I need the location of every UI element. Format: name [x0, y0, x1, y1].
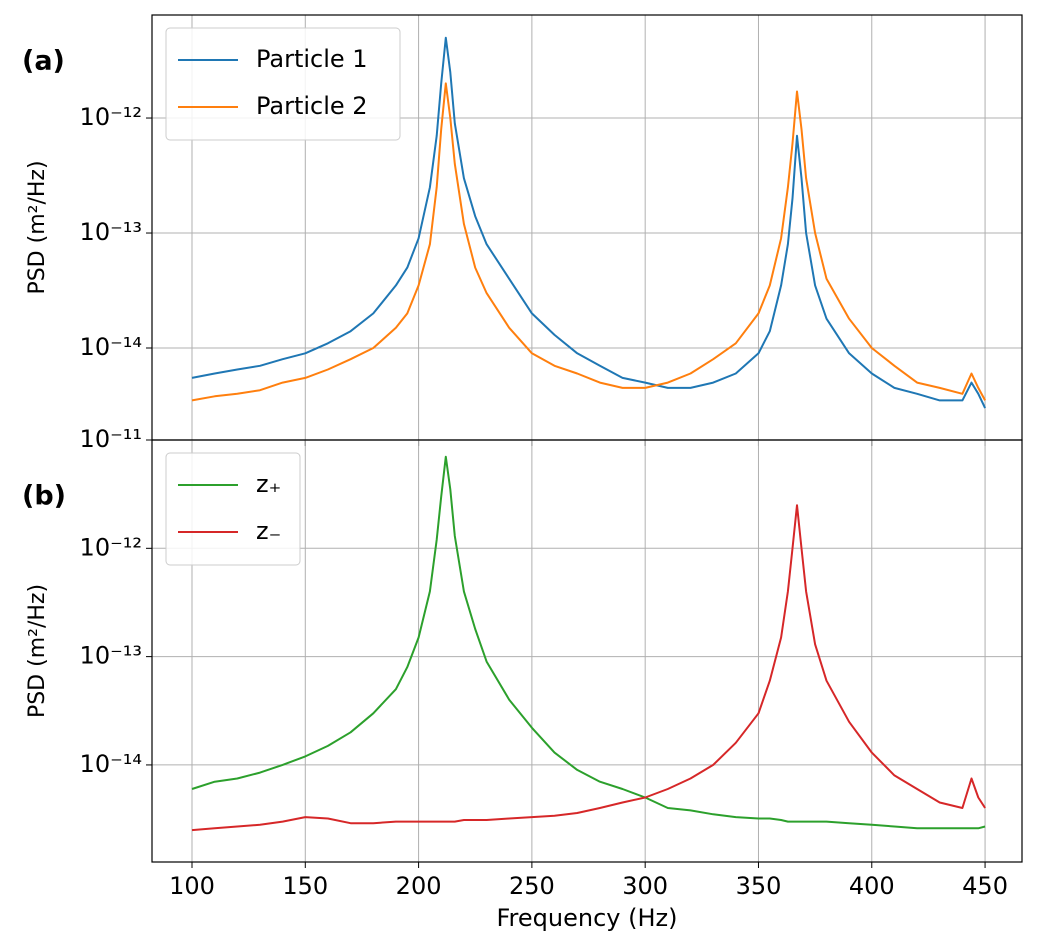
y-axis-label: PSD (m²/Hz) [25, 584, 50, 718]
y-tick-label: 10⁻¹³ [80, 218, 142, 246]
y-tick-label: 10⁻¹⁴ [80, 750, 142, 778]
series-line [191, 82, 986, 402]
x-axis-label: Frequency (Hz) [497, 904, 678, 932]
y-axis-label: PSD (m²/Hz) [25, 160, 50, 294]
x-tick-label: 100 [169, 872, 215, 900]
panel-label: (b) [22, 481, 66, 512]
y-tick-label: 10⁻¹¹ [80, 425, 142, 453]
legend-label: Particle 2 [256, 92, 368, 120]
x-tick-label: 400 [849, 872, 895, 900]
legend-box [165, 452, 301, 566]
y-tick-label: 10⁻¹² [80, 533, 142, 561]
legend-label: Particle 1 [256, 45, 368, 73]
x-tick-label: 200 [396, 872, 442, 900]
legend-box [165, 27, 401, 141]
x-tick-label: 150 [282, 872, 328, 900]
y-tick-label: 10⁻¹² [80, 103, 142, 131]
y-tick-label: 10⁻¹⁴ [80, 333, 142, 361]
plot-frame [151, 439, 1023, 863]
legend-label: z₋ [256, 517, 281, 545]
series-line [191, 36, 987, 409]
legend-label: z₊ [256, 470, 281, 498]
x-tick-label: 250 [509, 872, 555, 900]
y-tick-label: 10⁻¹³ [80, 642, 142, 670]
x-tick-label: 300 [622, 872, 668, 900]
x-tick-label: 450 [962, 872, 1008, 900]
panel-label: (a) [22, 46, 65, 77]
x-tick-label: 350 [736, 872, 782, 900]
series-line [191, 455, 986, 830]
series-line [191, 504, 986, 832]
